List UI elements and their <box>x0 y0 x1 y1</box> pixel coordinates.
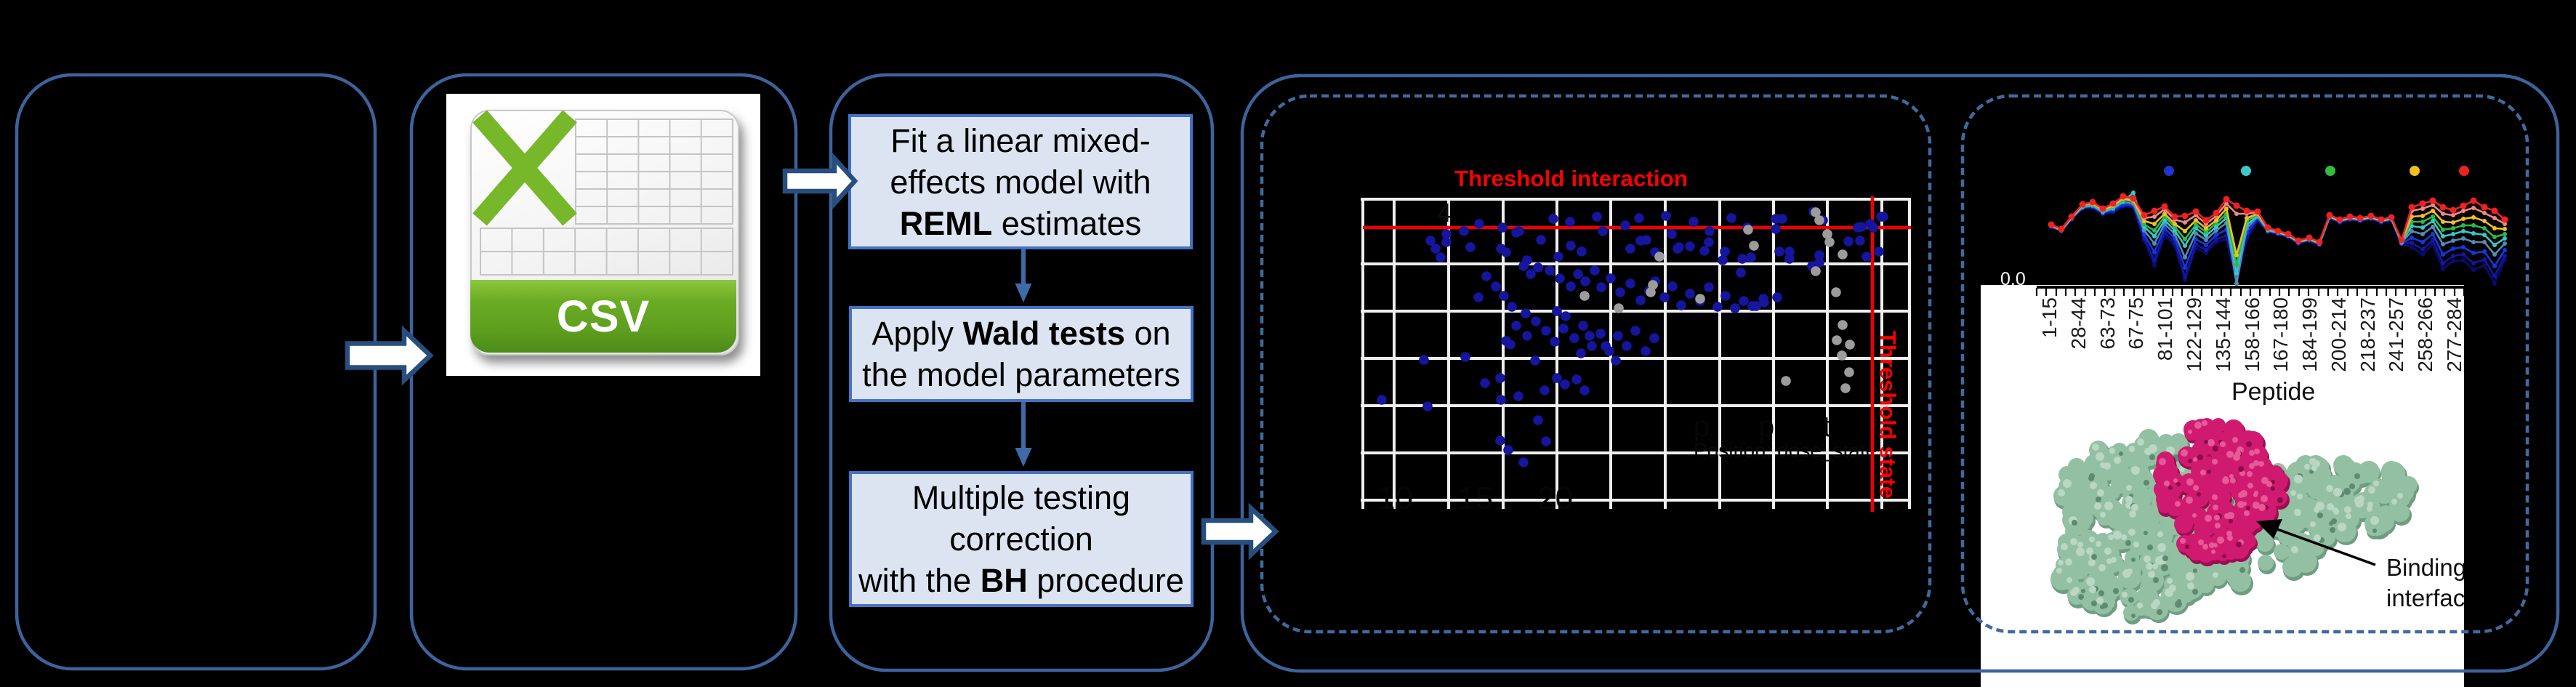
svg-text:67-75: 67-75 <box>2125 297 2147 350</box>
svg-text:167-180: 167-180 <box>2269 297 2292 372</box>
svg-text:10 15 20: 10 15 20 <box>1377 481 1573 516</box>
svg-text:158-166: 158-166 <box>2241 297 2263 372</box>
svg-text:63-73: 63-73 <box>2096 297 2119 350</box>
svg-text:0.0: 0.0 <box>2000 269 2026 289</box>
svg-text:Position: dose_state: Position: dose_state <box>1694 439 1877 462</box>
svg-text:28-44: 28-44 <box>2067 297 2090 350</box>
svg-text:200-214: 200-214 <box>2327 297 2350 372</box>
svg-text:218-237: 218-237 <box>2356 297 2379 372</box>
svg-text:Threshold state: Threshold state <box>1875 331 1901 499</box>
svg-text:Threshold interaction: Threshold interaction <box>1454 166 1688 191</box>
svg-text:1-15: 1-15 <box>2038 297 2061 338</box>
svg-text:258-266: 258-266 <box>2414 297 2436 372</box>
svg-text:184-199: 184-199 <box>2298 297 2321 372</box>
svg-text:241-257: 241-257 <box>2385 297 2407 372</box>
svg-text:135-144: 135-144 <box>2212 297 2234 372</box>
svg-text:4: 4 <box>1437 198 1452 228</box>
svg-text:81-101: 81-101 <box>2154 297 2176 361</box>
svg-text:p p t: p p t <box>1694 411 1831 443</box>
svg-text:277-284: 277-284 <box>2443 297 2466 372</box>
svg-text:122-129: 122-129 <box>2183 297 2205 372</box>
